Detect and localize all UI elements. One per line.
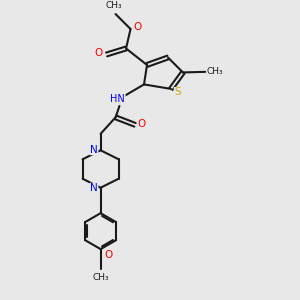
Text: N: N (90, 183, 98, 193)
Text: N: N (90, 145, 98, 155)
Text: HN: HN (110, 94, 125, 104)
Text: S: S (174, 88, 181, 98)
Text: CH₃: CH₃ (207, 67, 223, 76)
Text: CH₃: CH₃ (92, 273, 109, 282)
Text: O: O (137, 119, 146, 129)
Text: O: O (133, 22, 141, 32)
Text: O: O (94, 48, 102, 58)
Text: O: O (104, 250, 112, 260)
Text: CH₃: CH₃ (106, 1, 122, 10)
